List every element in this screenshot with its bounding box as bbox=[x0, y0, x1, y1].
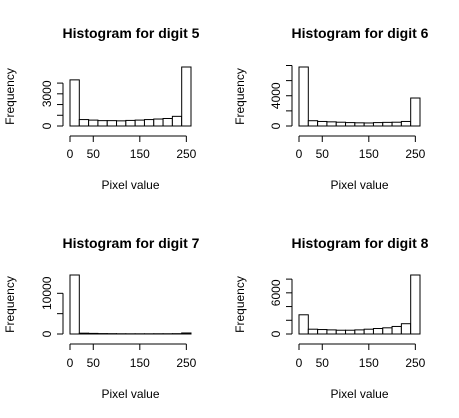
histogram-bar bbox=[125, 119, 136, 127]
x-tick-label: 150 bbox=[359, 147, 379, 161]
x-tick-label: 250 bbox=[176, 147, 196, 161]
histogram-panel: Histogram for digit 8 0 50 150 250 0 6000 Pixel… bbox=[233, 235, 429, 401]
histogram-bar bbox=[326, 121, 337, 127]
histogram-panel: Histogram for digit 6 0 50 150 250 0 4000 Pixel… bbox=[233, 25, 429, 192]
histogram-bar bbox=[400, 323, 412, 335]
histogram-bar bbox=[78, 332, 90, 335]
x-tick-label: 0 bbox=[296, 356, 303, 370]
histogram-bar bbox=[88, 119, 99, 127]
histogram-bar bbox=[372, 122, 384, 127]
histogram-bar bbox=[335, 329, 347, 335]
x-tick-label: 50 bbox=[87, 356, 101, 370]
y-axis-label: Frequency bbox=[3, 68, 17, 125]
histogram-bar bbox=[354, 329, 365, 335]
x-tick-label: 50 bbox=[316, 147, 330, 161]
x-tick-label: 250 bbox=[405, 147, 425, 161]
y-tick-label: 0 bbox=[269, 122, 283, 129]
x-tick-label: 0 bbox=[67, 147, 74, 161]
x-axis-label: Pixel value bbox=[101, 387, 159, 401]
histogram-bar bbox=[171, 115, 183, 127]
y-tick-label: 0 bbox=[40, 330, 54, 337]
histogram-bar bbox=[335, 121, 347, 127]
histogram-bar bbox=[410, 274, 421, 335]
histogram-bar bbox=[97, 120, 108, 127]
histogram-bar bbox=[391, 325, 402, 335]
histogram-bar bbox=[345, 329, 356, 335]
y-tick-label: 4000 bbox=[269, 82, 283, 109]
histogram-bar bbox=[410, 97, 421, 127]
histogram-bar bbox=[69, 274, 80, 335]
histogram-bar bbox=[400, 120, 412, 127]
y-axis-label: Frequency bbox=[3, 276, 17, 333]
y-axis-label: Frequency bbox=[233, 276, 247, 333]
histogram-bar bbox=[307, 328, 319, 335]
histogram-bar bbox=[181, 66, 192, 127]
histogram-bar bbox=[78, 119, 90, 127]
histogram-bar bbox=[134, 119, 145, 127]
histogram-bar bbox=[307, 120, 319, 127]
y-axis-label: Frequency bbox=[233, 68, 247, 125]
x-tick-label: 250 bbox=[405, 356, 425, 370]
chart-title: Histogram for digit 7 bbox=[63, 235, 200, 251]
histogram-bar bbox=[354, 122, 365, 127]
x-axis-label: Pixel value bbox=[330, 178, 388, 192]
x-tick-label: 0 bbox=[296, 147, 303, 161]
x-tick-label: 50 bbox=[316, 356, 330, 370]
x-tick-label: 50 bbox=[87, 147, 101, 161]
histogram-bar bbox=[363, 328, 374, 335]
histogram-bar bbox=[88, 332, 99, 335]
histogram-bar bbox=[143, 119, 155, 127]
histogram-bar bbox=[298, 66, 309, 127]
chart-title: Histogram for digit 8 bbox=[292, 235, 429, 251]
x-tick-label: 250 bbox=[176, 356, 196, 370]
y-tick-label: 0 bbox=[40, 122, 54, 129]
y-tick-label: 0 bbox=[269, 330, 283, 337]
histogram-bar bbox=[372, 328, 384, 335]
x-tick-label: 150 bbox=[130, 147, 150, 161]
x-tick-label: 0 bbox=[67, 356, 74, 370]
histogram-bar bbox=[317, 120, 328, 127]
histogram-panel: Histogram for digit 7 0 50 150 250 0 10000 Pixe… bbox=[3, 235, 200, 401]
histogram-bar bbox=[345, 122, 356, 127]
histogram-bar bbox=[317, 329, 328, 335]
x-axis-label: Pixel value bbox=[330, 387, 388, 401]
histogram-bar bbox=[382, 327, 393, 335]
histogram-bar bbox=[162, 117, 173, 127]
histogram-bar bbox=[382, 121, 393, 127]
histogram-bar bbox=[363, 122, 374, 127]
histogram-bar bbox=[116, 120, 127, 127]
y-tick-label: 3000 bbox=[40, 80, 54, 107]
histogram-bar bbox=[326, 329, 337, 335]
y-tick-label: 10000 bbox=[40, 276, 54, 310]
y-tick-label: 6000 bbox=[269, 279, 283, 306]
histogram-bar bbox=[69, 79, 80, 127]
histogram-bar bbox=[106, 120, 118, 127]
chart-title: Histogram for digit 6 bbox=[292, 25, 429, 41]
histogram-bar bbox=[181, 332, 192, 335]
x-tick-label: 150 bbox=[359, 356, 379, 370]
chart-title: Histogram for digit 5 bbox=[63, 25, 200, 41]
histogram-panel: Histogram for digit 5 0 50 150 250 0 3000 Pixel… bbox=[3, 25, 200, 192]
x-axis-label: Pixel value bbox=[101, 178, 159, 192]
histogram-bar bbox=[391, 121, 402, 127]
histogram-bar bbox=[298, 314, 309, 335]
histogram-bar bbox=[153, 118, 164, 127]
x-tick-label: 150 bbox=[130, 356, 150, 370]
